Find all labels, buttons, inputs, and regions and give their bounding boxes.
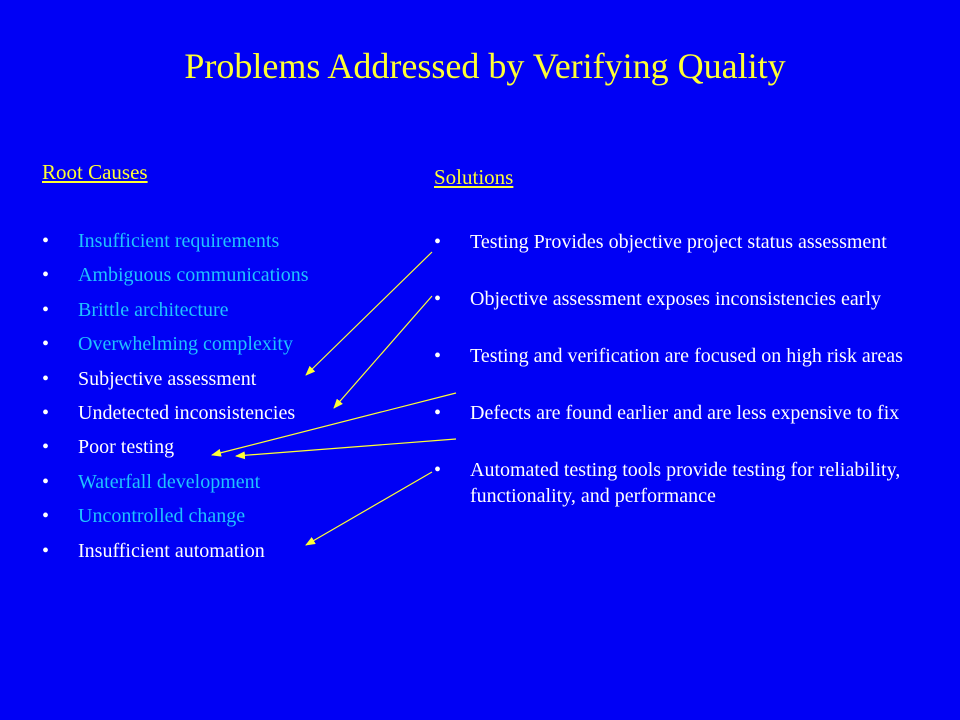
solution-item: • Automated testing tools provide testing…: [434, 457, 934, 514]
arrow-testing-to-subjective-assessment: [305, 251, 433, 376]
solution-item: • Defects are found earlier and are less …: [434, 400, 934, 457]
root-cause-item: • Ambiguous communications: [42, 262, 309, 296]
bullet-icon: •: [42, 333, 50, 356]
solution-item: • Testing and verification are focused on…: [434, 343, 934, 400]
root-cause-item: • Undetected inconsistencies: [42, 400, 309, 434]
bullet-icon: •: [434, 402, 442, 424]
bullet-icon: •: [42, 401, 50, 424]
bullet-icon: •: [42, 470, 50, 493]
solution-label: Defects are found earlier and are less e…: [470, 402, 900, 424]
root-cause-label: Insufficient requirements: [78, 230, 280, 252]
root-cause-label: Uncontrolled change: [78, 505, 246, 528]
root-cause-item: • Waterfall development: [42, 469, 309, 503]
root-cause-label: Insufficient automation: [78, 539, 265, 562]
bullet-icon: •: [434, 288, 442, 310]
slide-title: Problems Addressed by Verifying Quality: [184, 46, 786, 86]
root-cause-label: Undetected inconsistencies: [78, 401, 296, 424]
root-cause-item: • Insufficient automation: [42, 538, 309, 572]
root-cause-item: • Uncontrolled change: [42, 503, 309, 537]
bullet-icon: •: [434, 231, 442, 253]
root-cause-label: Subjective assessment: [78, 367, 257, 390]
bullet-icon: •: [42, 367, 50, 390]
solution-label: Testing Provides objective project statu…: [470, 231, 887, 253]
arrow-objective-to-undetected-inconsistencies: [333, 295, 433, 409]
solution-label: Automated testing tools provide testing …: [470, 459, 901, 507]
root-cause-label: Overwhelming complexity: [78, 333, 293, 356]
root-cause-label: Poor testing: [78, 436, 175, 459]
bullet-icon: •: [42, 298, 50, 321]
bullet-icon: •: [42, 505, 50, 528]
bullet-icon: •: [434, 345, 442, 367]
bullet-icon: •: [42, 264, 50, 287]
arrow-automated-tools-to-insufficient-automation: [305, 471, 433, 546]
root-cause-label: Waterfall development: [78, 470, 261, 493]
bullet-icon: •: [42, 436, 50, 459]
root-causes-list: • Insufficient requirements • Ambiguous co…: [42, 228, 309, 572]
solution-item: • Objective assessment exposes inconsiste…: [434, 286, 934, 343]
root-cause-item: • Subjective assessment: [42, 366, 309, 400]
solution-item: • Testing Provides objective project stat…: [434, 229, 934, 286]
root-cause-label: Brittle architecture: [78, 298, 229, 321]
solutions-heading: Solutions: [434, 165, 514, 189]
bullet-icon: •: [434, 459, 442, 481]
root-cause-item: • Insufficient requirements: [42, 228, 309, 262]
solution-label: Testing and verification are focused on …: [470, 345, 903, 367]
solution-label: Objective assessment exposes inconsisten…: [470, 288, 881, 310]
solutions-list: • Testing Provides objective project stat…: [434, 229, 934, 514]
root-causes-heading: Root Causes: [42, 160, 148, 184]
root-cause-label: Ambiguous communications: [78, 264, 309, 287]
root-cause-item: • Brittle architecture: [42, 297, 309, 331]
bullet-icon: •: [42, 230, 50, 252]
root-cause-item: • Overwhelming complexity: [42, 331, 309, 365]
root-cause-item: • Poor testing: [42, 434, 309, 468]
bullet-icon: •: [42, 539, 50, 562]
